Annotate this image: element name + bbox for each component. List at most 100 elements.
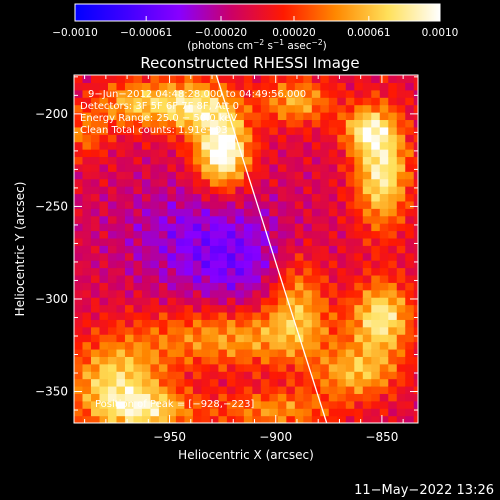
- heatmap-cell: [150, 334, 160, 343]
- heatmap-cell: [192, 230, 202, 239]
- heatmap-cell: [371, 400, 381, 409]
- heatmap-cell: [260, 171, 270, 180]
- heatmap-cell: [184, 104, 194, 113]
- heatmap-cell: [192, 126, 202, 135]
- heatmap-cell: [116, 208, 126, 217]
- heatmap-cell: [150, 119, 160, 128]
- heatmap-cell: [269, 311, 279, 320]
- heatmap-cell: [294, 267, 304, 276]
- heatmap-cell: [150, 82, 160, 91]
- heatmap-cell: [277, 104, 287, 113]
- heatmap-cell: [243, 297, 253, 306]
- heatmap-cell: [184, 289, 194, 298]
- heatmap-cell: [320, 267, 330, 276]
- heatmap-cell: [243, 119, 253, 128]
- heatmap-cell: [218, 75, 228, 83]
- heatmap-cell: [124, 112, 135, 121]
- heatmap-cell: [303, 134, 313, 143]
- heatmap-cell: [328, 289, 338, 298]
- heatmap-cell: [74, 260, 84, 269]
- heatmap-cell: [167, 356, 177, 365]
- heatmap-cell: [133, 89, 143, 98]
- heatmap-cell: [90, 356, 101, 365]
- heatmap-cell: [354, 149, 364, 158]
- heatmap-cell: [99, 223, 109, 232]
- heatmap-cell: [303, 97, 313, 106]
- heatmap-cell: [371, 104, 381, 113]
- heatmap-cell: [192, 341, 202, 350]
- heatmap-cell: [371, 363, 381, 372]
- heatmap-cell: [303, 208, 313, 217]
- heatmap-cell: [345, 356, 355, 365]
- heatmap-cell: [141, 237, 152, 246]
- heatmap-cell: [260, 141, 270, 150]
- heatmap-cell: [371, 378, 381, 387]
- heatmap-cell: [209, 267, 219, 276]
- heatmap-cell: [150, 75, 160, 83]
- heatmap-cell: [294, 82, 304, 91]
- heatmap-cell: [218, 356, 228, 365]
- heatmap-cell: [167, 119, 177, 128]
- heatmap-cell: [413, 178, 418, 187]
- heatmap-cell: [371, 230, 381, 239]
- heatmap-cell: [337, 408, 347, 417]
- heatmap-cell: [379, 215, 389, 224]
- heatmap-cell: [286, 75, 296, 83]
- heatmap-cell: [269, 237, 279, 246]
- heatmap-cell: [337, 304, 347, 313]
- heatmap-cell: [124, 171, 135, 180]
- heatmap-cell: [379, 163, 389, 172]
- heatmap-cell: [294, 274, 304, 283]
- heatmap-cell: [269, 378, 279, 387]
- heatmap-cell: [107, 149, 118, 158]
- heatmap-cell: [243, 267, 253, 276]
- heatmap-cell: [218, 274, 228, 283]
- heatmap-cell: [218, 408, 228, 417]
- heatmap-cell: [371, 89, 381, 98]
- heatmap-cell: [362, 393, 372, 402]
- heatmap-cell: [90, 371, 101, 380]
- heatmap-cell: [209, 289, 219, 298]
- heatmap-cell: [124, 104, 135, 113]
- heatmap-cell: [158, 104, 169, 113]
- heatmap-cell: [345, 237, 355, 246]
- heatmap-cell: [107, 186, 118, 195]
- heatmap-cell: [260, 245, 270, 254]
- heatmap-cell: [252, 104, 262, 113]
- heatmap-cell: [124, 282, 135, 291]
- heatmap-cell: [74, 89, 84, 98]
- heatmap-cell: [252, 82, 262, 91]
- heatmap-cell: [74, 356, 84, 365]
- heatmap-cell: [107, 223, 118, 232]
- heatmap-cell: [167, 334, 177, 343]
- heatmap-cell: [388, 200, 398, 209]
- heatmap-cell: [192, 156, 202, 165]
- heatmap-cell: [294, 75, 304, 83]
- heatmap-cell: [192, 193, 202, 202]
- heatmap-cell: [99, 82, 109, 91]
- heatmap-cell: [413, 267, 418, 276]
- heatmap-cell: [192, 334, 202, 343]
- heatmap-cell: [388, 304, 398, 313]
- heatmap-cell: [328, 356, 338, 365]
- heatmap-cell: [269, 260, 279, 269]
- heatmap-cell: [82, 282, 92, 291]
- heatmap-cell: [277, 208, 287, 217]
- heatmap-cell: [209, 237, 219, 246]
- heatmap-cell: [260, 208, 270, 217]
- heatmap-cell: [294, 171, 304, 180]
- heatmap-cell: [354, 141, 364, 150]
- heatmap-cell: [99, 289, 109, 298]
- heatmap-cell: [405, 363, 415, 372]
- heatmap-cell: [209, 415, 219, 423]
- heatmap-cell: [209, 334, 219, 343]
- heatmap-cell: [269, 341, 279, 350]
- heatmap-cell: [158, 230, 169, 239]
- heatmap-cell: [218, 178, 228, 187]
- heatmap-cell: [184, 97, 194, 106]
- heatmap-cell: [277, 178, 287, 187]
- heatmap-cell: [133, 215, 143, 224]
- heatmap-cell: [107, 75, 118, 83]
- heatmap-cell: [150, 97, 160, 106]
